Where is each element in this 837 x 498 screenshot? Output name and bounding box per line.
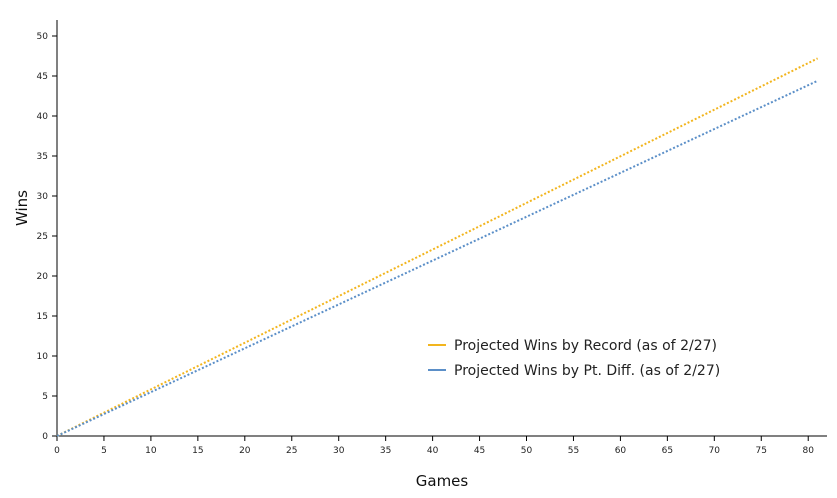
y-tick-label: 40 (37, 112, 49, 122)
x-tick-label: 40 (427, 446, 439, 456)
x-tick-label: 55 (568, 446, 579, 456)
series-line-0 (56, 57, 819, 437)
x-tick-label: 50 (521, 446, 533, 456)
series-layer (56, 57, 819, 437)
y-tick-label: 50 (37, 32, 49, 42)
x-tick-label: 80 (802, 446, 814, 456)
y-axis-title: Wins (13, 190, 31, 226)
x-ticks: 0 5 10 15 20 25 30 35 40 45 50 55 60 65 70 75 80 (54, 436, 814, 456)
x-tick-label: 0 (54, 446, 60, 456)
y-tick-label: 45 (37, 72, 48, 82)
legend: Projected Wins by Record (as of 2/27) Pr… (428, 338, 720, 379)
y-tick-label: 25 (37, 232, 48, 242)
y-tick-label: 15 (37, 312, 48, 322)
x-tick-label: 70 (709, 446, 721, 456)
series-line-1 (56, 79, 819, 437)
y-tick-label: 0 (42, 432, 48, 442)
x-axis-title: Games (416, 472, 469, 490)
x-tick-label: 45 (474, 446, 485, 456)
x-tick-label: 75 (756, 446, 767, 456)
y-tick-label: 20 (37, 272, 49, 282)
y-tick-label: 30 (37, 192, 49, 202)
x-tick-label: 65 (662, 446, 673, 456)
x-tick-label: 25 (286, 446, 297, 456)
axes (56, 20, 827, 437)
x-tick-label: 10 (145, 446, 157, 456)
legend-label-record: Projected Wins by Record (as of 2/27) (454, 338, 717, 354)
legend-label-pt-diff: Projected Wins by Pt. Diff. (as of 2/27) (454, 363, 720, 379)
x-tick-label: 15 (192, 446, 203, 456)
y-tick-label: 10 (37, 352, 49, 362)
x-tick-label: 5 (101, 446, 107, 456)
y-ticks: 0 5 10 15 20 25 30 35 40 45 50 (37, 32, 57, 442)
x-tick-label: 60 (615, 446, 627, 456)
y-tick-label: 5 (42, 392, 48, 402)
y-tick-label: 35 (37, 152, 48, 162)
x-tick-label: 20 (239, 446, 251, 456)
x-tick-label: 30 (333, 446, 345, 456)
x-tick-label: 35 (380, 446, 391, 456)
